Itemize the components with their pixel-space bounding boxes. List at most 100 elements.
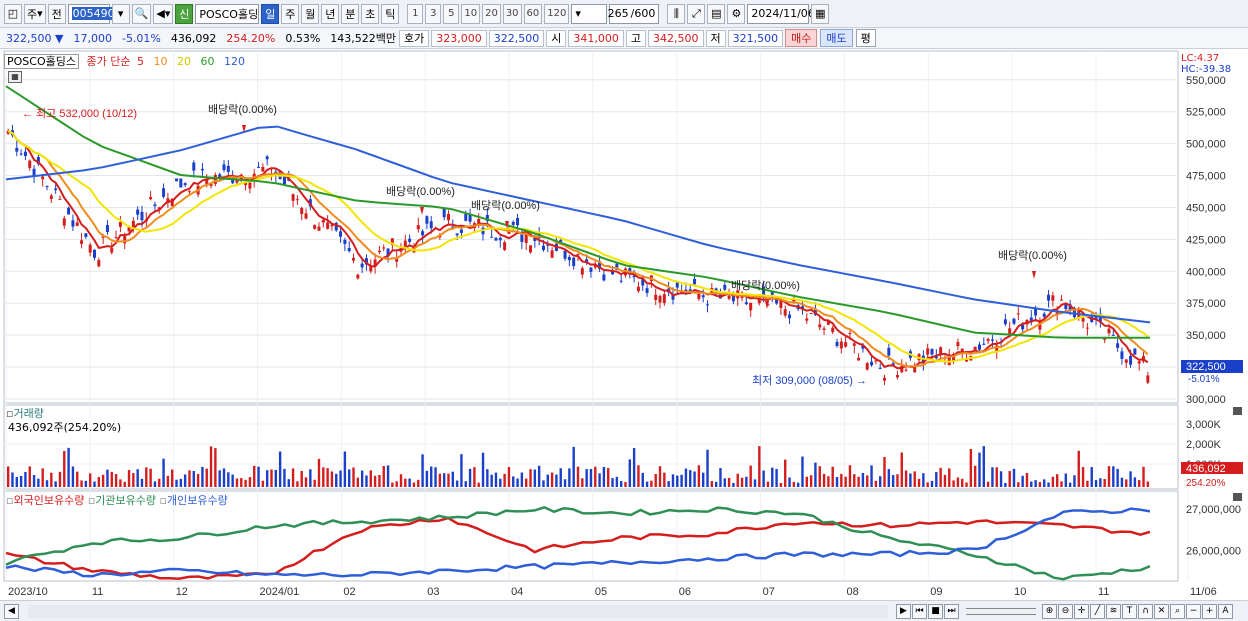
- candle-body: [1111, 334, 1115, 336]
- interval-10-button[interactable]: 10: [461, 3, 481, 24]
- magnet-icon[interactable]: ∩: [1138, 603, 1153, 619]
- interval-60-button[interactable]: 60: [523, 3, 543, 24]
- period-tick-button[interactable]: 틱: [381, 3, 400, 24]
- eval-button[interactable]: 평: [855, 29, 876, 47]
- candle-body: [149, 197, 153, 200]
- volume-bar: [581, 478, 584, 487]
- interval-20-button[interactable]: 20: [482, 3, 501, 24]
- interval-1-button[interactable]: 1: [407, 3, 424, 24]
- candle-settings-icon[interactable]: ⫼: [667, 3, 686, 24]
- scroll-right-button[interactable]: ▶: [896, 603, 911, 619]
- candle-body: [84, 233, 88, 237]
- fibo-tool-icon[interactable]: ≋: [1106, 603, 1121, 619]
- period-year-button[interactable]: 년: [321, 3, 340, 24]
- last-page-button[interactable]: ⏭: [944, 603, 959, 619]
- candle-body: [179, 178, 183, 188]
- stop-button[interactable]: ■: [928, 603, 943, 619]
- volume-bar: [900, 452, 903, 487]
- horizontal-scrollbar[interactable]: [28, 604, 888, 618]
- ma-title: 종가 단순: [86, 55, 131, 68]
- volume-bar: [1034, 480, 1037, 487]
- save-icon[interactable]: ▤: [707, 3, 726, 24]
- candle-body: [282, 176, 286, 186]
- sound-icon[interactable]: ◀▾: [153, 3, 174, 24]
- volume-bar: [291, 468, 295, 487]
- candle-body: [300, 207, 304, 215]
- interval-5-button[interactable]: 5: [443, 3, 460, 24]
- sell-button[interactable]: 매도: [820, 29, 853, 47]
- volume-bar: [391, 482, 394, 487]
- search-icon[interactable]: 🔍: [131, 3, 152, 24]
- zoom-slider[interactable]: [966, 607, 1036, 615]
- volume-bar: [490, 474, 493, 487]
- gear-icon[interactable]: ⚙: [727, 3, 746, 24]
- stock-name-field[interactable]: POSCO홀딩스: [195, 3, 260, 24]
- candle-body: [887, 347, 891, 356]
- volume-bar: [171, 469, 174, 487]
- layout-icon[interactable]: ◰: [4, 3, 22, 24]
- zoom-out-icon[interactable]: ⊖: [1058, 603, 1073, 619]
- buy-button[interactable]: 매수: [785, 29, 818, 47]
- volume-bar: [153, 481, 157, 487]
- volume-bar: [343, 451, 347, 487]
- volume-bar: [265, 470, 269, 487]
- zoom-in-icon[interactable]: ⊕: [1042, 603, 1057, 619]
- current-price-tag: 322,500: [1186, 361, 1226, 373]
- interval-120-button[interactable]: 120: [544, 3, 570, 24]
- candle-body: [1098, 313, 1102, 322]
- table-icon[interactable]: ▦: [8, 71, 22, 83]
- date-input[interactable]: 2024/11/06: [747, 3, 815, 24]
- volume-bar: [19, 475, 23, 487]
- volume-bar: [1120, 477, 1124, 487]
- candle-body: [930, 348, 934, 355]
- prev-button[interactable]: 전: [47, 3, 66, 24]
- price-y-tick: 400,000: [1186, 266, 1226, 278]
- stock-code-input[interactable]: 005490: [67, 3, 116, 24]
- period-second-button[interactable]: 초: [361, 3, 380, 24]
- font-increase-icon[interactable]: +: [1202, 603, 1217, 619]
- volume-bar: [831, 466, 834, 487]
- period-week-button[interactable]: 주: [281, 3, 300, 24]
- volume-bar: [991, 467, 994, 487]
- volume-bar: [822, 473, 826, 487]
- font-decrease-icon[interactable]: −: [1186, 603, 1201, 619]
- stock-label[interactable]: POSCO홀딩스: [4, 54, 79, 69]
- candle-body: [1116, 343, 1120, 348]
- search-zoom-icon[interactable]: ⌕: [1170, 603, 1185, 619]
- volume-bar: [680, 474, 683, 487]
- first-page-button[interactable]: ⏮: [912, 603, 927, 619]
- volume-bar: [326, 468, 329, 487]
- text-tool-icon[interactable]: T: [1122, 603, 1137, 619]
- sin-button[interactable]: 신: [175, 3, 194, 24]
- candle-body: [990, 339, 994, 341]
- scroll-left-button[interactable]: ◀: [4, 603, 19, 619]
- period-day-button[interactable]: 일: [261, 3, 280, 24]
- period-type-select[interactable]: 주 ▾: [24, 3, 46, 24]
- draw-tool-icon[interactable]: ⤢: [687, 3, 706, 24]
- period-minute-button[interactable]: 분: [341, 3, 360, 24]
- candle-body: [494, 237, 498, 241]
- custom-interval-select[interactable]: ▾: [571, 3, 608, 24]
- volume-bar: [935, 472, 938, 487]
- delete-icon[interactable]: ✕: [1154, 603, 1169, 619]
- period-month-button[interactable]: 월: [301, 3, 320, 24]
- volume-bar: [88, 473, 92, 487]
- code-dropdown-icon[interactable]: ▾: [111, 3, 130, 24]
- line-tool-icon[interactable]: ╱: [1090, 603, 1105, 619]
- volume-bar: [883, 457, 886, 487]
- count-input[interactable]: 265/600: [608, 3, 660, 24]
- candle-body: [662, 294, 666, 304]
- interval-3-button[interactable]: 3: [425, 3, 442, 24]
- candle-body: [580, 268, 584, 275]
- calendar-icon[interactable]: ▦: [811, 3, 830, 24]
- ma-20-line: [7, 130, 1149, 363]
- stock-chart[interactable]: 550,000 525,000 500,000 475,000 450,000 425,0…: [0, 49, 1248, 600]
- crosshair-icon[interactable]: ✛: [1074, 603, 1089, 619]
- volume-bar: [723, 478, 726, 487]
- volume-bar: [913, 471, 916, 487]
- volume-bar: [1077, 450, 1080, 487]
- candle-body: [101, 236, 105, 238]
- dividend-label: 배당락(0.00%): [471, 199, 540, 212]
- interval-30-button[interactable]: 30: [502, 3, 522, 24]
- text-size-icon[interactable]: A: [1218, 603, 1233, 619]
